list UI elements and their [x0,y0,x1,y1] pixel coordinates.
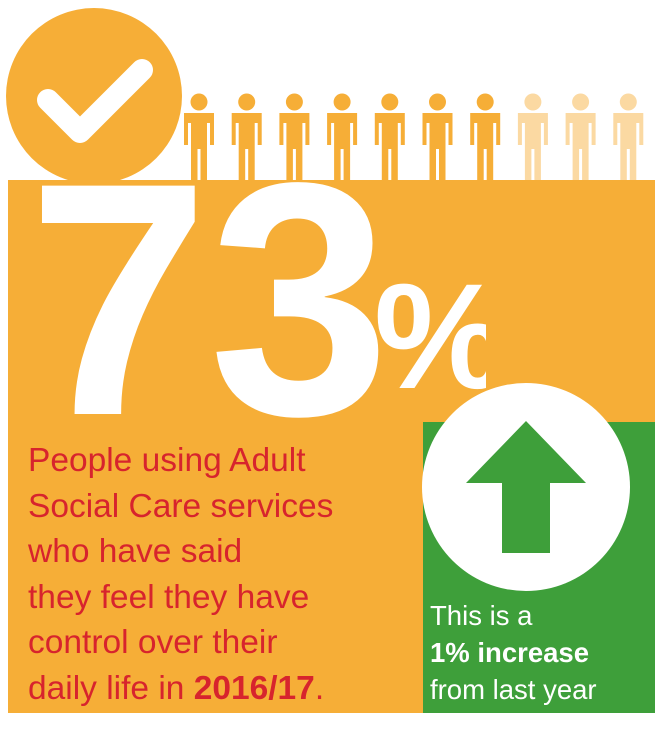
description-line: they feel they have [28,578,310,616]
person-icon [327,93,358,180]
description-line-last: daily life in 2016/17. [28,666,418,712]
person-icon [565,93,596,180]
person-icon [422,93,453,180]
increase-highlight: 1% increase [430,637,589,668]
person-icon [279,93,310,180]
description-text: People using Adult Social Care services … [28,438,418,711]
big-percentage: 73 % [28,150,486,430]
description-line: control over their [28,624,278,661]
arrow-up-icon [466,421,586,553]
checkmark-badge [6,8,182,184]
person-icon [613,93,644,180]
description-line: Social Care services [28,487,334,525]
person-icon [184,93,214,180]
year-label: 2016/17 [193,669,315,707]
person-icon [231,93,262,180]
description-suffix: . [314,669,325,707]
percent-sign: % [374,252,486,420]
person-icon [470,93,501,180]
increase-line-1: This is a [430,600,533,631]
checkmark-icon [37,59,153,143]
increase-line-3: from last year [430,674,597,705]
increase-text: This is a 1% increase from last year [430,597,655,708]
percentage-number: 73 [28,150,390,430]
description-line: who have said [28,533,243,570]
person-icon [517,93,548,180]
person-icon [374,93,405,180]
arrow-badge [422,383,630,591]
description-prefix: daily life in [28,669,194,707]
description-line: People using Adult [28,442,306,479]
people-icon-row [184,93,644,180]
